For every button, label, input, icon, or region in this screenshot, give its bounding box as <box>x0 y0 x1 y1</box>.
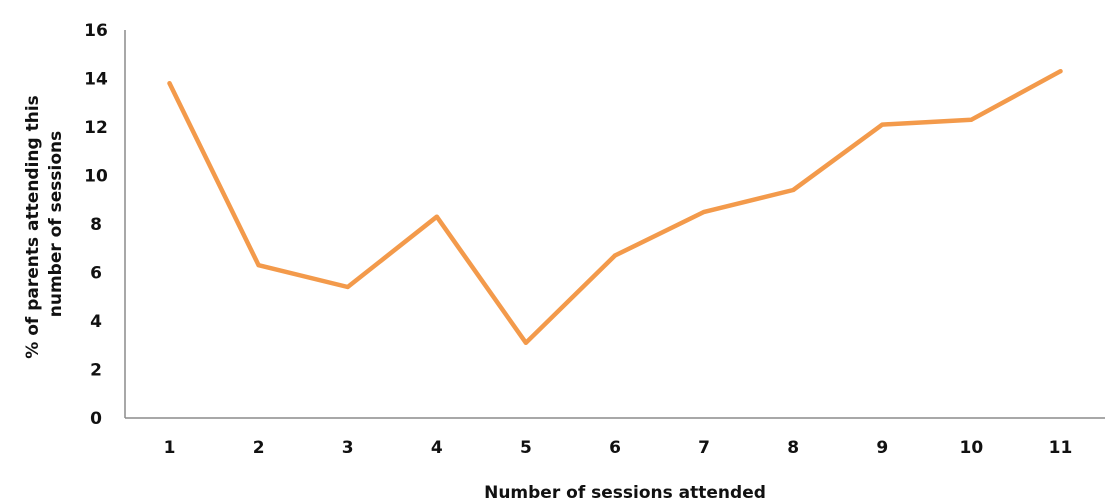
data-point <box>969 118 973 122</box>
x-tick-label: 8 <box>787 438 799 458</box>
data-point <box>435 215 439 219</box>
y-tick-label: 16 <box>84 21 108 41</box>
data-point <box>524 341 528 345</box>
series-layer <box>168 69 1063 345</box>
data-point <box>346 285 350 289</box>
x-tick-label: 6 <box>609 438 621 458</box>
series-line <box>170 71 1061 343</box>
x-tick-label: 3 <box>342 438 354 458</box>
y-tick-labels: 0 2 4 6 8 10 12 14 16 <box>84 21 108 429</box>
y-axis-title: % of parents attending this number of se… <box>23 89 66 358</box>
data-point <box>613 254 617 258</box>
data-point <box>702 210 706 214</box>
x-tick-label: 2 <box>253 438 265 458</box>
y-tick-label: 2 <box>90 361 102 381</box>
y-axis-title-line-2: number of sessions <box>46 131 66 318</box>
y-tick-label: 14 <box>84 70 108 90</box>
y-tick-label: 0 <box>90 409 102 429</box>
y-tick-label: 4 <box>90 312 102 332</box>
y-tick-label: 10 <box>84 167 108 187</box>
x-tick-label: 10 <box>960 438 984 458</box>
data-point <box>257 263 261 267</box>
x-tick-label: 9 <box>876 438 888 458</box>
x-tick-label: 7 <box>698 438 710 458</box>
x-axis-title: Number of sessions attended <box>484 483 766 503</box>
x-tick-label: 4 <box>431 438 443 458</box>
data-point <box>880 123 884 127</box>
y-axis-title-line-1: % of parents attending this <box>23 95 43 358</box>
y-tick-label: 8 <box>90 215 102 235</box>
data-point <box>791 188 795 192</box>
x-tick-label: 11 <box>1049 438 1073 458</box>
x-tick-label: 5 <box>520 438 532 458</box>
data-point <box>168 81 172 85</box>
y-tick-label: 12 <box>84 118 108 138</box>
axes <box>125 30 1105 418</box>
x-tick-label: 1 <box>164 438 176 458</box>
x-tick-labels: 1 2 3 4 5 6 7 8 9 10 11 <box>164 438 1073 458</box>
data-point <box>1059 69 1063 73</box>
y-tick-label: 6 <box>90 264 102 284</box>
